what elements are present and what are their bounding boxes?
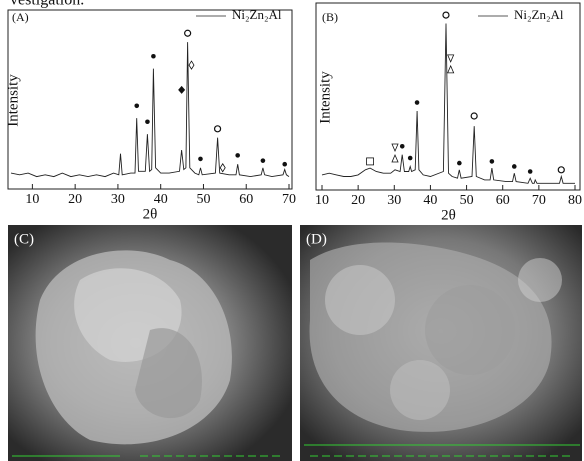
- caption-fragment: vestigation.: [10, 0, 84, 9]
- y-axis-label: Intensity: [5, 74, 21, 127]
- phase-marker: [512, 164, 517, 169]
- x-tick-label: 50: [196, 192, 210, 207]
- phase-marker: [145, 119, 150, 124]
- phase-marker: [558, 167, 564, 173]
- x-tick-label: 20: [351, 193, 365, 208]
- x-axis-label: 2θ: [143, 206, 158, 222]
- x-tick-label: 40: [423, 193, 437, 208]
- phase-marker: [235, 153, 240, 158]
- x-tick-label: 10: [25, 192, 39, 207]
- phase-marker: [528, 169, 533, 174]
- phase-marker: [448, 55, 454, 73]
- phase-marker: [178, 86, 185, 94]
- x-tick-label: 30: [111, 192, 125, 207]
- panel-label: (A): [12, 10, 29, 24]
- phase-marker: [189, 61, 194, 69]
- phase-marker: [443, 12, 449, 18]
- plot-frame: [8, 10, 292, 189]
- x-tick-label: 80: [568, 193, 582, 208]
- phase-marker: [185, 30, 191, 36]
- phase-marker: [392, 144, 398, 162]
- y-axis-label: Intensity: [317, 71, 333, 124]
- x-tick-label: 30: [387, 193, 401, 208]
- image-label: (D): [306, 231, 327, 247]
- x-tick-label: 60: [239, 192, 253, 207]
- x-tick-label: 20: [68, 192, 82, 207]
- phase-marker: [490, 159, 495, 164]
- sem-image-d: [300, 225, 582, 461]
- phase-marker: [215, 126, 221, 132]
- x-tick-label: 50: [460, 193, 474, 208]
- phase-marker: [151, 54, 156, 59]
- legend-label: Ni₂Zn₂Al: [232, 7, 282, 22]
- phase-marker: [282, 162, 287, 167]
- panel-label: (B): [322, 10, 338, 24]
- phase-marker: [198, 157, 203, 162]
- x-axis-label: 2θ: [441, 207, 456, 223]
- figure: vestigation. (C) (D) 10 20 30 40 50 60 70 2θ Int…: [0, 0, 584, 461]
- phase-marker: [408, 156, 413, 161]
- phase-marker: [261, 158, 266, 163]
- x-tick-label: 40: [154, 192, 168, 207]
- xrd-trace: [322, 24, 575, 184]
- phase-marker: [220, 164, 225, 172]
- phase-marker: [134, 104, 139, 109]
- x-tick-label: 70: [282, 192, 296, 207]
- phase-marker: [415, 100, 420, 105]
- x-tick-label: 10: [315, 193, 329, 208]
- phase-marker: [471, 113, 477, 119]
- x-tick-label: 70: [532, 193, 546, 208]
- sem-image-c: [8, 225, 292, 461]
- xrd-trace: [11, 42, 289, 177]
- x-tick-label: 60: [496, 193, 510, 208]
- legend-label: Ni₂Zn₂Al: [514, 7, 564, 22]
- phase-marker: [367, 158, 374, 165]
- phase-marker: [400, 144, 405, 149]
- image-label: (C): [14, 231, 34, 247]
- phase-marker: [457, 161, 462, 166]
